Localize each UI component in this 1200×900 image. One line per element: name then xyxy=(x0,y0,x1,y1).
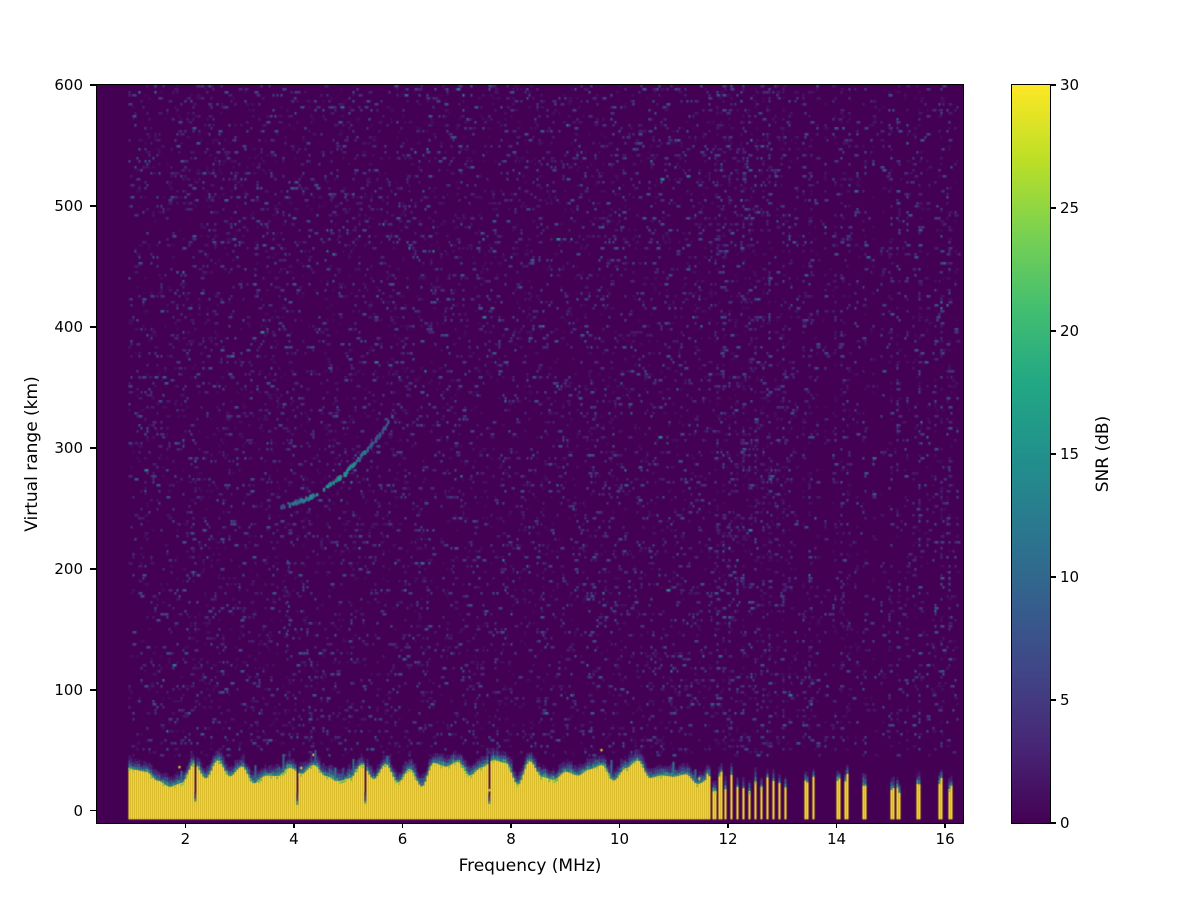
y-tick-mark xyxy=(90,447,96,449)
y-tick-mark xyxy=(90,810,96,812)
x-tick-label: 12 xyxy=(718,830,738,848)
colorbar-tick-mark xyxy=(1051,207,1056,209)
heatmap-canvas xyxy=(97,85,963,823)
x-tick-label: 6 xyxy=(397,830,408,848)
colorbar-tick-label: 15 xyxy=(1060,445,1080,463)
x-tick-label: 10 xyxy=(609,830,630,848)
y-tick-mark xyxy=(90,84,96,86)
y-tick-label: 400 xyxy=(54,317,83,336)
y-tick-label: 0 xyxy=(73,801,83,820)
x-tick-mark xyxy=(401,823,404,828)
x-tick-label: 16 xyxy=(935,830,955,848)
y-axis-label: Virtual range (km) xyxy=(22,376,42,532)
y-tick-label: 600 xyxy=(54,76,83,94)
plot-area xyxy=(96,84,964,824)
colorbar-tick-label: 10 xyxy=(1060,568,1080,586)
y-tick-label: 500 xyxy=(54,196,83,215)
x-axis-label: Frequency (MHz) xyxy=(458,856,602,876)
y-tick-label: 100 xyxy=(54,680,83,699)
colorbar-tick-mark xyxy=(1051,453,1056,455)
colorbar-canvas xyxy=(1012,85,1050,823)
colorbar-tick-label: 30 xyxy=(1060,76,1080,94)
x-tick-mark xyxy=(727,823,729,828)
x-tick-label: 4 xyxy=(289,830,299,848)
x-tick-mark xyxy=(944,823,946,828)
colorbar-ticks: 0 5 10 15 20 25 30 xyxy=(1051,76,1111,832)
colorbar-label: SNR (dB) xyxy=(1093,415,1113,493)
y-tick-label: 200 xyxy=(54,559,83,578)
colorbar-tick-label: 0 xyxy=(1060,814,1070,832)
y-tick-mark xyxy=(90,326,96,328)
x-tick-mark xyxy=(835,823,838,828)
x-tick-mark xyxy=(184,823,187,828)
x-tick-label: 14 xyxy=(827,830,847,848)
x-tick-mark xyxy=(510,823,512,828)
y-tick-label: 300 xyxy=(54,438,83,457)
colorbar-tick-label: 25 xyxy=(1060,199,1080,217)
colorbar-tick-label: 5 xyxy=(1060,691,1070,709)
y-tick-mark xyxy=(90,689,96,691)
colorbar-tick-label: 20 xyxy=(1060,322,1080,340)
colorbar-tick-mark xyxy=(1051,330,1056,332)
x-tick-mark xyxy=(293,823,295,828)
x-tick-label: 8 xyxy=(506,830,516,848)
colorbar xyxy=(1011,84,1051,824)
y-tick-mark xyxy=(90,568,96,570)
x-tick-label: 2 xyxy=(180,830,191,848)
y-tick-mark xyxy=(90,205,96,207)
colorbar-tick-mark xyxy=(1051,699,1056,701)
colorbar-tick-mark xyxy=(1051,576,1056,578)
x-tick-mark xyxy=(618,823,621,828)
colorbar-tick-mark xyxy=(1051,84,1056,86)
y-axis-ticks: 0 100 200 300 400 500 600 xyxy=(0,76,96,823)
colorbar-tick-mark xyxy=(1051,822,1056,824)
x-axis-ticks: 2 4 6 8 10 12 14 16 xyxy=(97,823,963,863)
